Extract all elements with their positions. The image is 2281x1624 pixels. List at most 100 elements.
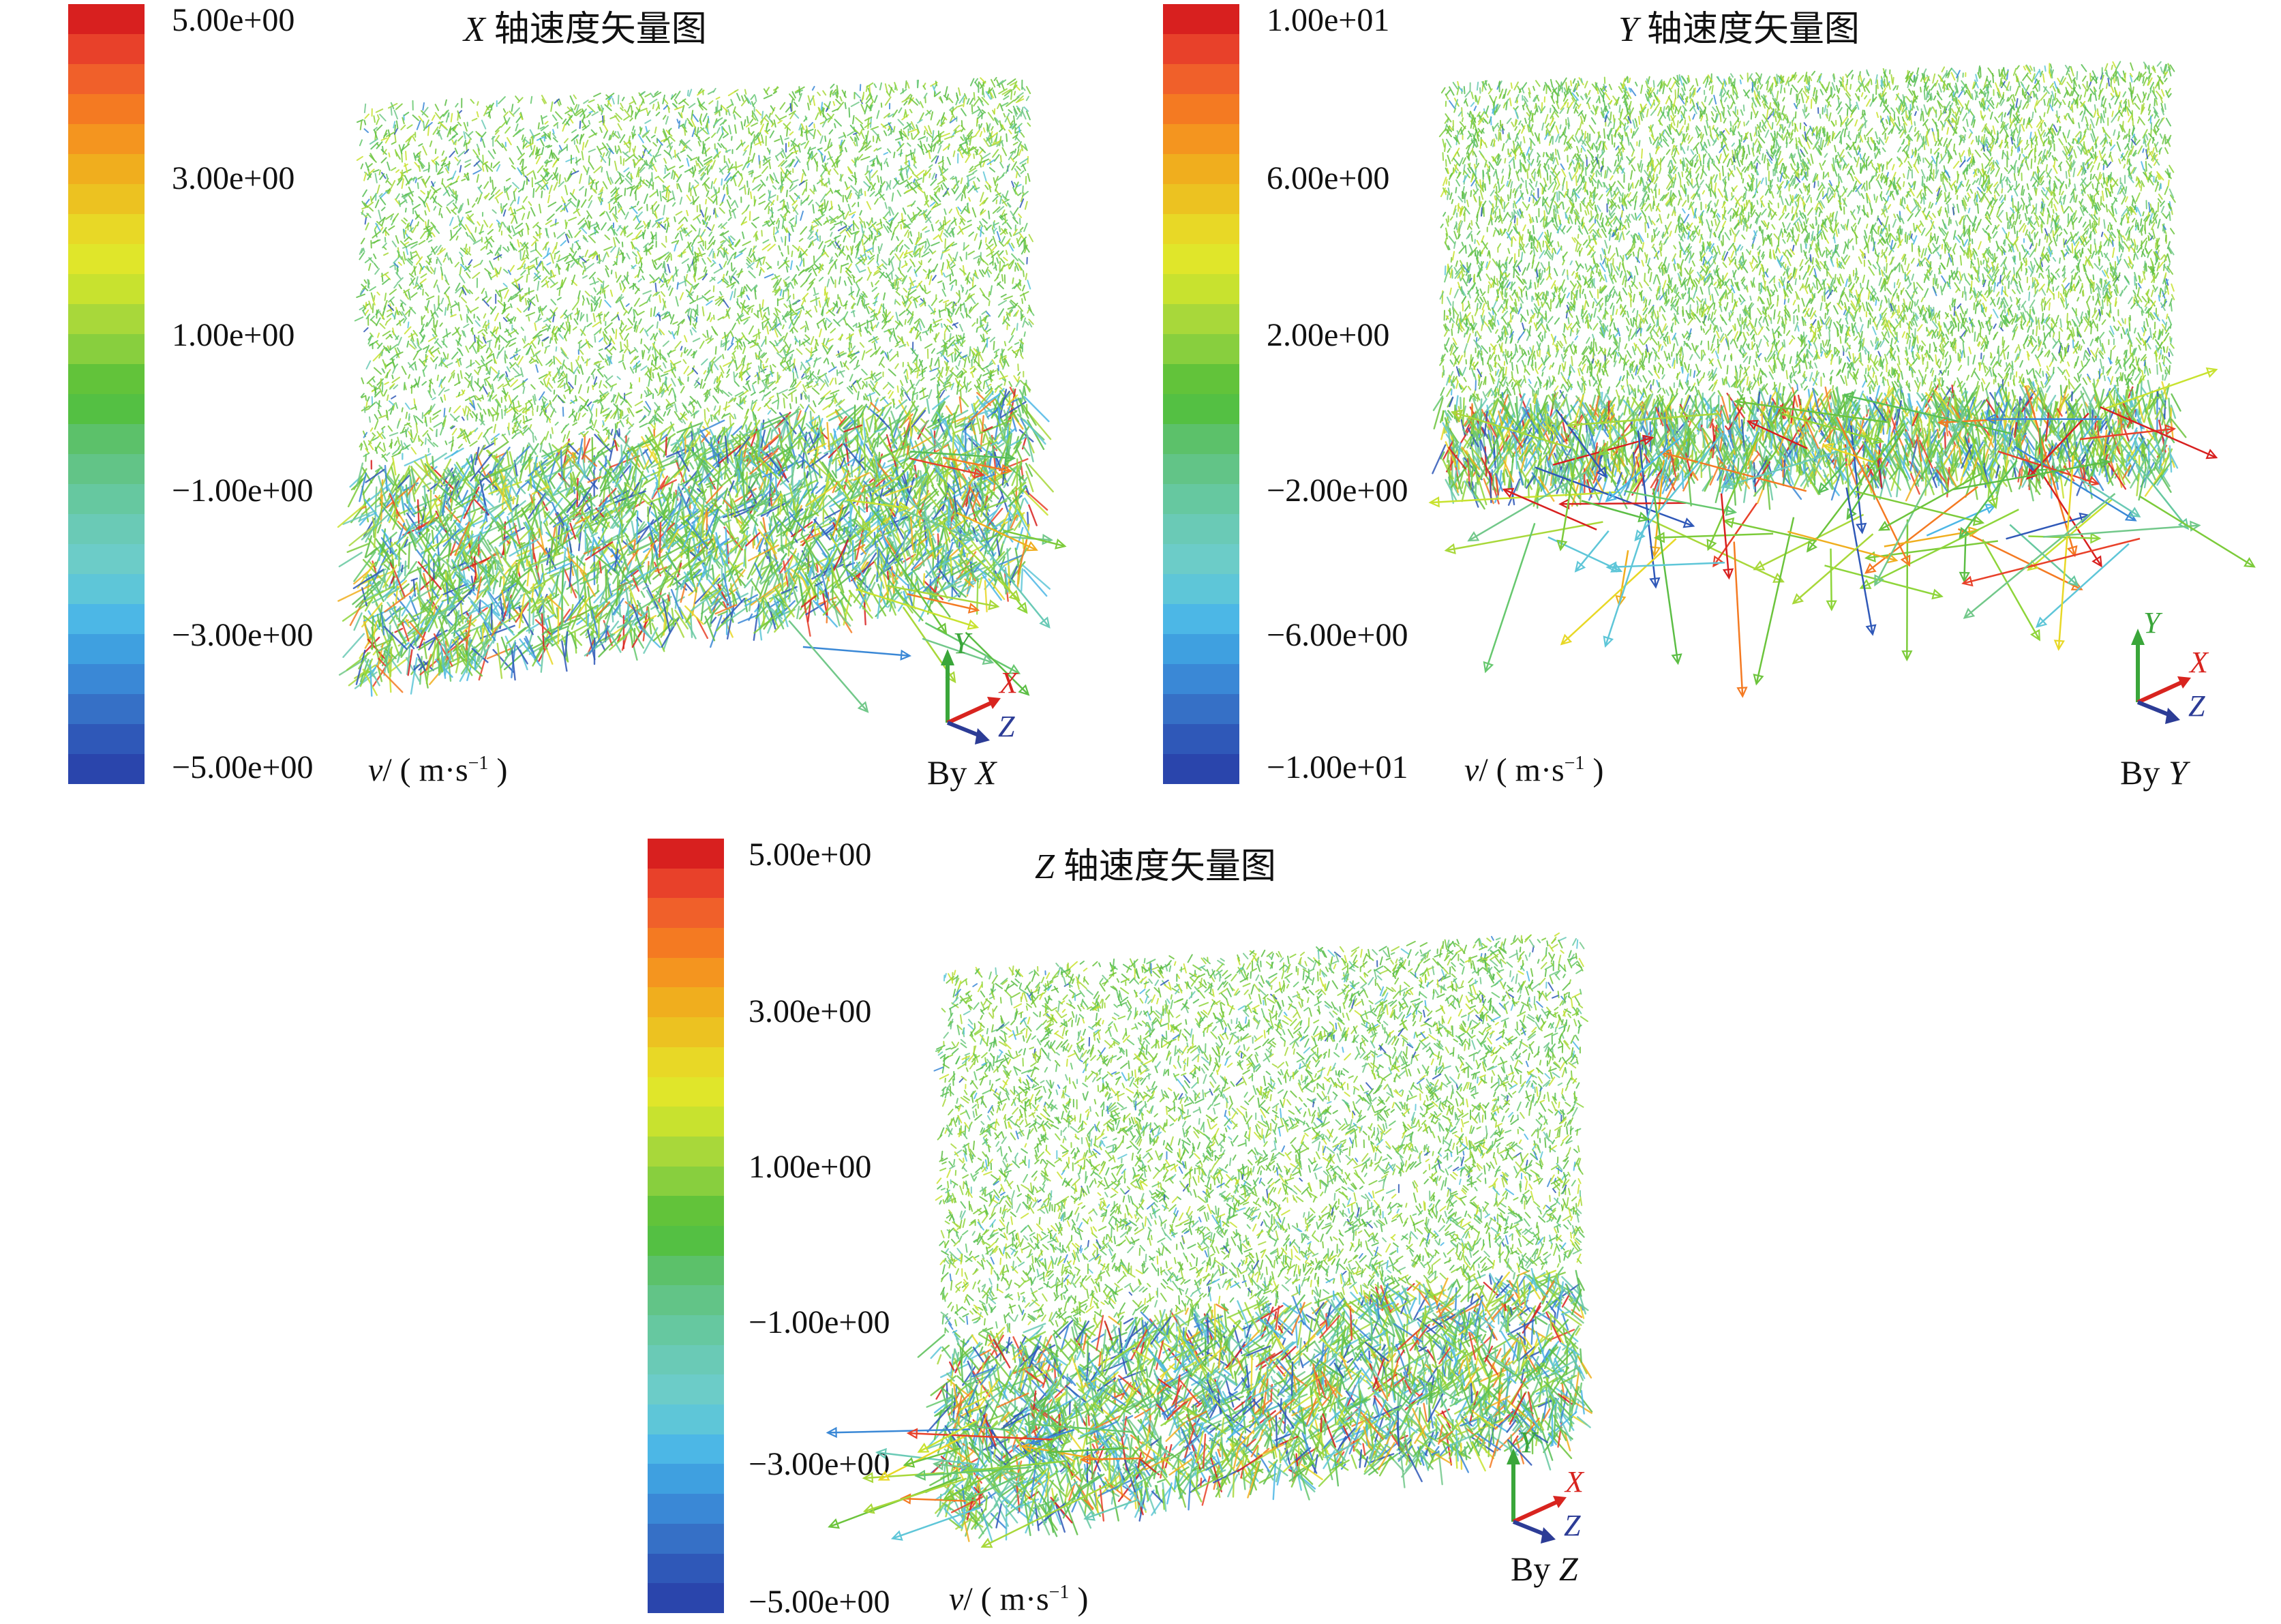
title-axis: Y (1618, 10, 1638, 49)
triad-y-arrowhead (2131, 629, 2145, 645)
title-axis: X (464, 10, 485, 49)
triad-z-axis (946, 721, 983, 738)
colorbar-segment (68, 724, 145, 754)
triad-x-arrowhead (1553, 1496, 1567, 1508)
colorbar-segment (648, 1047, 724, 1077)
colorbar-segment (1163, 304, 1239, 334)
colorbar-segment (1163, 364, 1239, 394)
colorbar-segment (648, 868, 724, 899)
panel-title: X 轴速度矢量图 (464, 0, 707, 51)
panel-x-velocity: 5.00e+00 3.00e+00 1.00e+00 −1.00e+00 −3.… (0, 0, 1091, 805)
colorbar-segment (1163, 214, 1239, 244)
velocity-vector-field (337, 76, 1067, 713)
axis-triad: YXZ (2131, 606, 2209, 724)
velocity-unit-label: v/ ( m·s−1 ) (368, 751, 507, 789)
colorbar-segment (68, 304, 145, 334)
triad-z-axis (2136, 700, 2173, 718)
colorbar-segment (648, 1077, 724, 1107)
colorbar-segment (648, 1464, 724, 1494)
colorbar-segment (648, 1255, 724, 1286)
vector-glyphs (1428, 61, 2256, 698)
triad-y-arrowhead (941, 649, 954, 665)
colorbar-segment (1163, 544, 1239, 574)
triad-y-arrowhead (1507, 1448, 1520, 1464)
colorbar-segment (1163, 34, 1239, 64)
colorbar-segment (68, 634, 145, 664)
colorbar-tick-label: −1.00e+00 (749, 1306, 890, 1339)
colorbar-segment (1163, 64, 1239, 94)
colorbar-segment (1163, 664, 1239, 694)
colorbar-segment (68, 424, 145, 454)
colorbar-segment (648, 1344, 724, 1375)
colorbar-tick-label: −3.00e+00 (749, 1448, 890, 1481)
colorbar-segment (648, 1374, 724, 1405)
colorbar-segment (1163, 604, 1239, 634)
triad-z-axis (1512, 1520, 1549, 1537)
colorbar-segment (1163, 184, 1239, 214)
colorbar-segment (648, 1017, 724, 1047)
colorbar-segment (1163, 514, 1239, 544)
colorbar-segment (1163, 124, 1239, 154)
colorbar-segment (68, 274, 145, 304)
colorbar-segment (1163, 4, 1239, 34)
colorbar-segment (1163, 754, 1239, 784)
colorbar-segment (68, 334, 145, 364)
triad-z-label: Z (998, 710, 1015, 743)
colorbar-segment (1163, 484, 1239, 514)
colorbar-segment (68, 604, 145, 634)
colorbar-segment (68, 754, 145, 784)
triad-z-arrowhead (1541, 1527, 1556, 1544)
colorbar-tick-label: −3.00e+00 (172, 619, 313, 652)
triad-x-axis (1512, 1499, 1560, 1524)
colorbar-tick-label: −1.00e+00 (172, 475, 313, 507)
colorbar-segment (1163, 244, 1239, 274)
colorbar-segment (1163, 154, 1239, 184)
colorbar-segment (648, 1494, 724, 1524)
colorbar-segment (68, 4, 145, 34)
triad-y-label: Y (1519, 1426, 1539, 1459)
colorbar-segment (648, 1434, 724, 1464)
colorbar-tick-label: 5.00e+00 (749, 839, 871, 871)
colorbar-segment (68, 154, 145, 184)
colorbar-segment (68, 214, 145, 244)
colorbar-segment (648, 1285, 724, 1315)
title-axis: Z (1035, 847, 1055, 886)
colorbar-segment (68, 364, 145, 394)
colorbar-segment (68, 694, 145, 724)
colorbar-segment (68, 544, 145, 574)
velocity-unit-label: v/ ( m·s−1 ) (949, 1580, 1088, 1618)
triad-x-label: X (2188, 646, 2209, 679)
colorbar-segment (1163, 94, 1239, 124)
colorbar-segment (648, 1166, 724, 1197)
colorbar-segment (648, 1196, 724, 1226)
colorbar-tick-label: −5.00e+00 (172, 751, 313, 784)
colorbar-segment (648, 1583, 724, 1613)
triad-z-label: Z (2188, 689, 2205, 723)
triad-z-label: Z (1564, 1509, 1581, 1542)
vector-glyphs (826, 932, 1593, 1548)
panel-y-velocity: 1.00e+01 6.00e+00 2.00e+00 −2.00e+00 −6.… (1095, 0, 2281, 805)
colorbar-segment (648, 1523, 724, 1554)
colorbar-segment (68, 484, 145, 514)
title-text: 轴速度矢量图 (494, 10, 707, 49)
panel-title: Y 轴速度矢量图 (1618, 0, 1860, 51)
colorbar-segment (1163, 424, 1239, 454)
velocity-vector-field (1428, 61, 2256, 698)
colorbar-segment (1163, 574, 1239, 604)
colorbar-segment (648, 1553, 724, 1584)
colorbar-tick-label: 1.00e+00 (172, 319, 294, 352)
triad-x-arrowhead (987, 697, 1001, 709)
colorbar-tick-label: 3.00e+00 (749, 995, 871, 1028)
colorbar-segment (648, 957, 724, 988)
axis-triad: YXZ (941, 627, 1019, 745)
colorbar-tick-label: 2.00e+00 (1267, 319, 1389, 352)
colorbar-segment (68, 94, 145, 124)
triad-z-arrowhead (2165, 708, 2180, 724)
colorbar-segment (68, 394, 145, 424)
colorbar (648, 839, 724, 1613)
colorbar-tick-label: −1.00e+01 (1267, 751, 1408, 784)
by-axis-label: By Y (2120, 753, 2188, 792)
colorbar-segment (68, 34, 145, 64)
colorbar-tick-label: −6.00e+00 (1267, 619, 1408, 652)
colorbar-tick-label: 3.00e+00 (172, 162, 294, 195)
